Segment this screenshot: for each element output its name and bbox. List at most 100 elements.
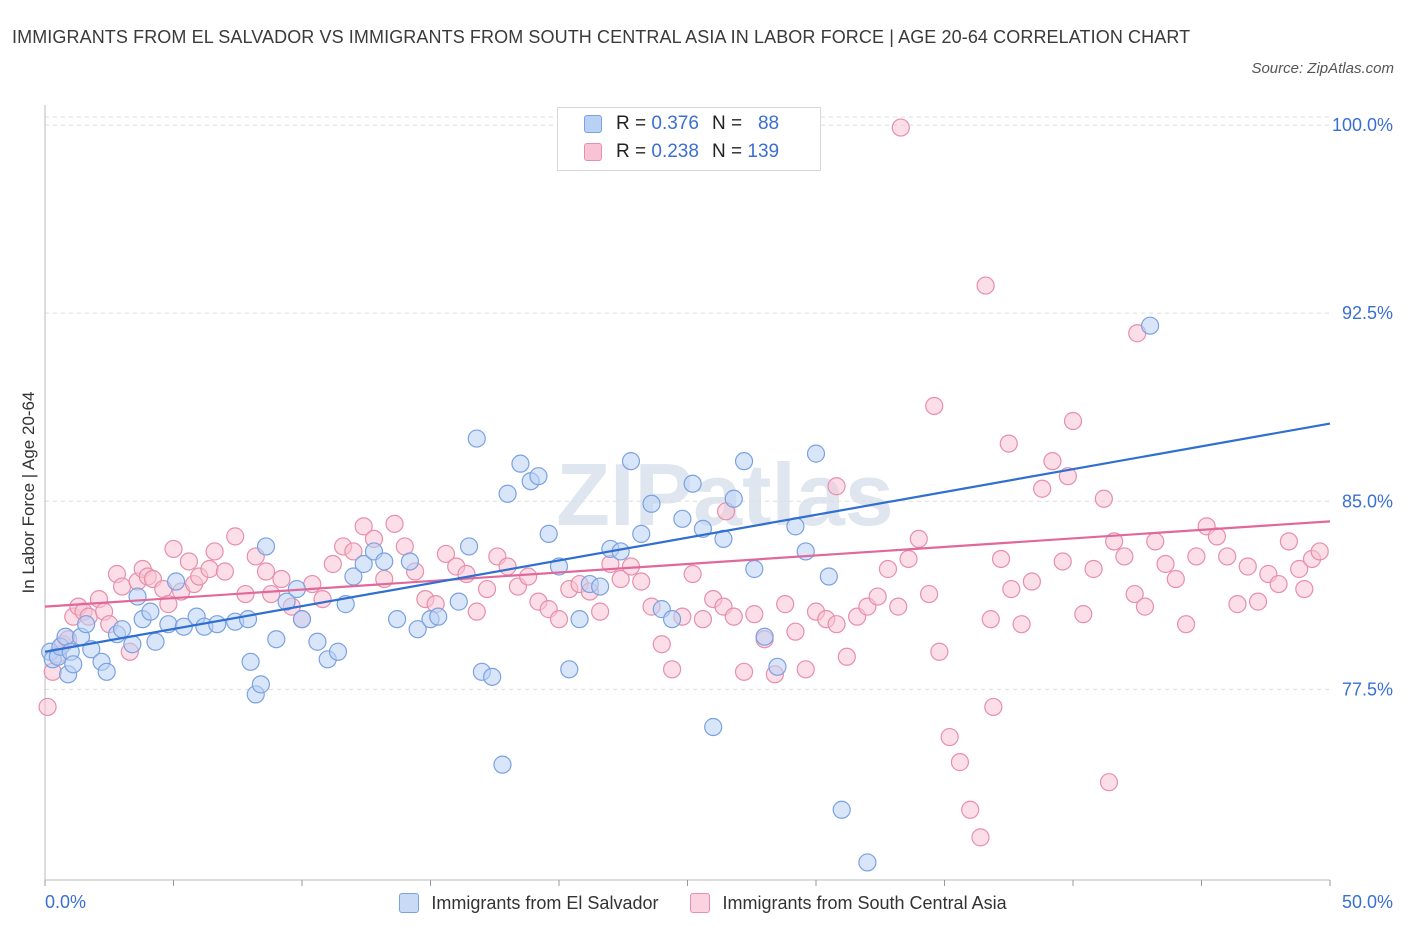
- n-value-blue: 88: [757, 113, 780, 134]
- legend-label-south-central-asia: Immigrants from South Central Asia: [722, 892, 1007, 913]
- data-point: [724, 489, 743, 508]
- data-point: [1269, 574, 1288, 594]
- data-point: [400, 552, 420, 571]
- data-point: [262, 584, 281, 604]
- data-point: [560, 660, 579, 679]
- data-point: [395, 537, 414, 556]
- pink-swatch: [584, 143, 602, 161]
- data-point: [971, 828, 990, 847]
- stats-legend-row-blue: R = 0.376 N = 88: [584, 111, 779, 137]
- data-point: [483, 667, 502, 686]
- data-point: [323, 554, 342, 574]
- data-point: [256, 562, 276, 581]
- data-point: [354, 517, 373, 536]
- data-point: [1310, 542, 1329, 561]
- data-point: [238, 610, 258, 629]
- data-point: [899, 549, 918, 569]
- x-tick-label: 50.0%: [1342, 892, 1393, 912]
- data-point: [984, 697, 1003, 717]
- y-tick-label: 100.0%: [1332, 115, 1393, 135]
- n-label: N =: [712, 113, 743, 134]
- data-point: [467, 429, 486, 448]
- data-point: [519, 567, 538, 586]
- data-point: [277, 592, 296, 611]
- data-point: [878, 559, 898, 579]
- data-point: [1053, 552, 1072, 571]
- data-point: [662, 610, 682, 629]
- data-point: [919, 584, 939, 604]
- data-point: [796, 660, 815, 679]
- data-point: [858, 853, 877, 872]
- data-point: [112, 577, 132, 596]
- trend-line-south-central-asia: [44, 520, 1331, 608]
- data-point: [1290, 559, 1309, 579]
- data-point: [146, 632, 165, 651]
- r-value-pink: 0.238: [651, 141, 699, 162]
- data-point: [200, 559, 219, 579]
- r-label: R =: [616, 141, 647, 162]
- data-point: [408, 620, 427, 639]
- data-point: [889, 597, 908, 616]
- data-point: [1043, 452, 1062, 471]
- data-point: [1156, 554, 1175, 574]
- data-point: [961, 800, 980, 819]
- data-point: [611, 569, 630, 589]
- pink-swatch: [690, 893, 711, 913]
- data-point: [529, 467, 548, 486]
- data-point: [354, 554, 373, 574]
- data-point: [745, 559, 764, 579]
- data-point: [251, 675, 270, 694]
- data-point: [832, 800, 851, 819]
- data-point: [1125, 584, 1144, 604]
- data-point: [621, 452, 641, 471]
- data-point: [477, 579, 497, 599]
- y-axis-label: In Labor Force | Age 20-64: [19, 392, 38, 594]
- data-point: [1084, 559, 1103, 579]
- data-point: [632, 572, 651, 591]
- data-point: [226, 527, 245, 546]
- trend-line-el-salvador: [44, 422, 1331, 653]
- x-tick-label: 0.0%: [45, 892, 86, 912]
- data-point: [837, 647, 856, 666]
- data-point: [591, 602, 610, 621]
- y-tick-label: 77.5%: [1342, 679, 1393, 699]
- data-point: [1218, 547, 1237, 566]
- source-label: Source: ZipAtlas.com: [1251, 60, 1394, 77]
- data-point: [267, 630, 286, 649]
- data-point: [429, 607, 448, 626]
- data-point: [950, 753, 970, 772]
- stats-legend-row-pink: R = 0.238 N = 139: [584, 139, 779, 165]
- data-point: [1094, 489, 1113, 508]
- data-point: [976, 276, 995, 295]
- data-point: [1033, 479, 1052, 498]
- data-point: [1176, 615, 1196, 634]
- data-point: [308, 632, 327, 651]
- data-point: [909, 529, 928, 548]
- data-point: [77, 615, 96, 634]
- data-point: [166, 572, 186, 591]
- data-point: [498, 484, 517, 503]
- data-point: [642, 494, 661, 513]
- data-point: [141, 602, 160, 621]
- legend-item-el-salvador[interactable]: Immigrants from El Salvador: [399, 893, 658, 914]
- data-point: [1207, 527, 1227, 546]
- stats-legend: R = 0.376 N = 88 R = 0.238 N = 139: [557, 107, 821, 171]
- data-point: [786, 622, 805, 641]
- r-label: R =: [616, 113, 647, 134]
- data-point: [449, 592, 468, 611]
- data-point: [734, 452, 754, 471]
- data-point: [981, 610, 1000, 629]
- y-tick-label: 85.0%: [1342, 491, 1393, 511]
- data-point: [97, 662, 116, 681]
- data-point: [1279, 532, 1298, 551]
- data-point: [868, 587, 887, 606]
- data-point: [827, 615, 846, 634]
- legend-item-south-central-asia[interactable]: Immigrants from South Central Asia: [690, 892, 1007, 914]
- n-label: N =: [712, 141, 743, 162]
- data-point: [1295, 579, 1314, 599]
- data-point: [436, 544, 456, 564]
- data-point: [539, 524, 558, 543]
- data-point: [673, 509, 692, 528]
- data-point: [827, 477, 846, 496]
- blue-swatch: [584, 115, 602, 133]
